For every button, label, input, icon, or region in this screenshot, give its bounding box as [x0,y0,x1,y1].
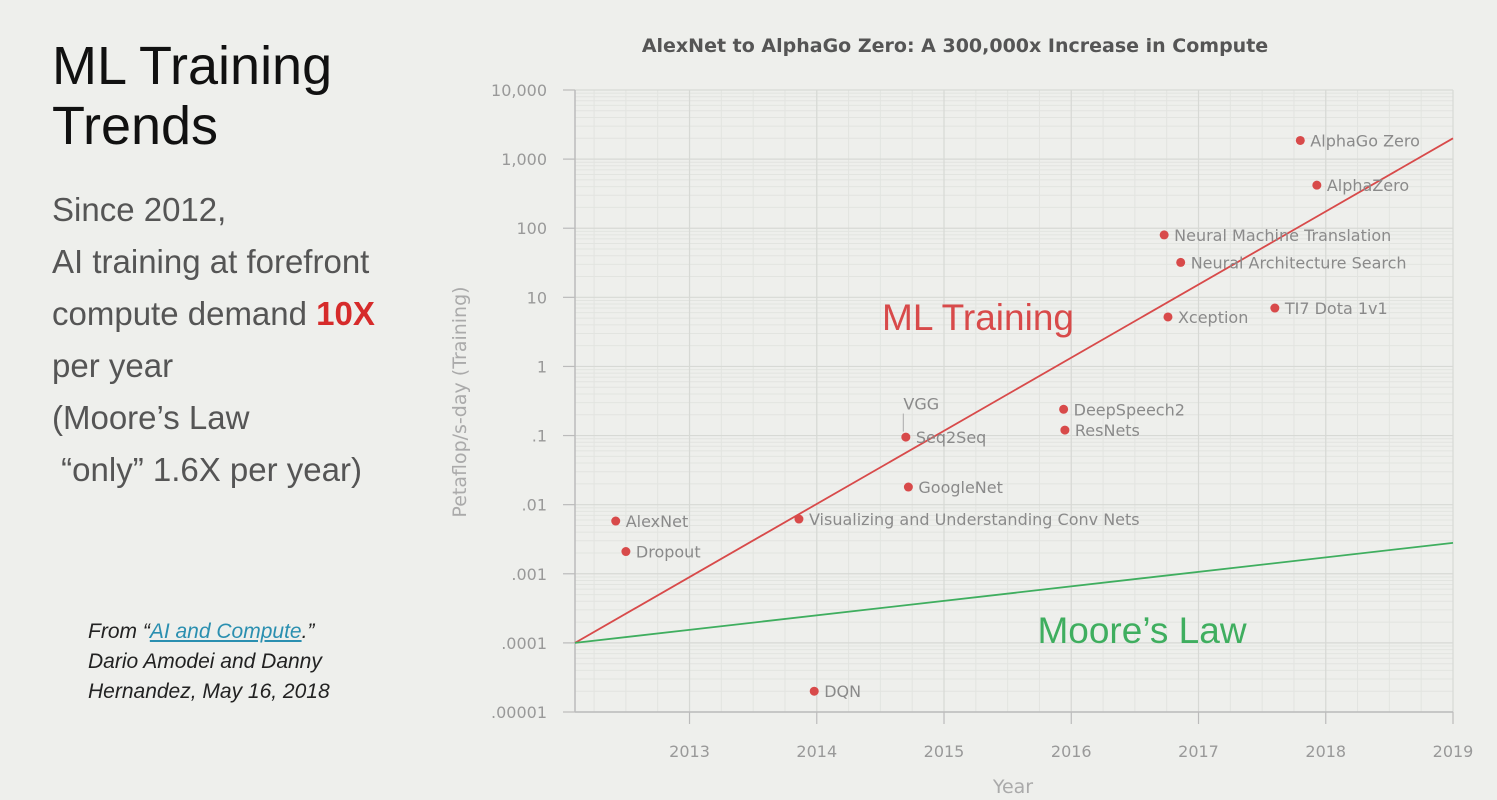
body-line-6: “only” 1.6X per year) [52,451,362,488]
citation-line-1: From “AI and Compute.” [88,617,408,647]
y-tick-label: 1,000 [501,150,547,169]
citation-prefix: From “ [88,620,150,643]
body-line-3-text: compute demand [52,295,317,332]
point-alexnet [611,516,621,526]
x-axis-label: Year [992,776,1033,798]
point-label-seq2seq: Seq2Seq [916,428,987,447]
y-tick-label: 1 [537,357,547,376]
point-dqn [809,686,819,696]
y-axis-label: Petaflop/s-day (Training) [449,286,471,517]
moores-law-trend-label: Moore’s Law [1037,610,1246,651]
x-tick-label: 2017 [1178,742,1219,761]
slide-title-line-2: Trends [52,96,219,156]
y-tick-label: .0001 [501,634,547,653]
slide-body: Since 2012, AI training at forefront com… [52,184,452,496]
point-label-alexnet: AlexNet [626,512,689,531]
moores-law-trend-line [574,541,1454,644]
x-tick-label: 2016 [1051,742,1092,761]
point-label-dropout: Dropout [636,543,701,562]
x-tick-label: 2013 [669,742,710,761]
citation-link[interactable]: AI and Compute [149,620,302,643]
y-tick-label: .001 [511,565,547,584]
citation: From “AI and Compute.” Dario Amodei and … [88,617,408,707]
growth-rate-highlight: 10X [316,295,375,332]
x-tick-label: 2019 [1433,742,1474,761]
body-line-2: AI training at forefront [52,243,370,280]
point-label-alphazero: AlphaZero [1327,176,1409,195]
point-resnets [1060,425,1070,435]
point-dropout [621,547,631,557]
point-visualizing-and-understanding-conv-nets [794,514,804,524]
data-points: AlexNet Dropout DQN Visualizing and Underst… [611,131,1420,701]
point-label-neural-architecture-search: Neural Architecture Search [1191,253,1407,272]
citation-suffix: .” [301,620,315,643]
chart-axes: .00001 .0001 .001 .01 .1 1 10 100 1,000 10,000 201… [491,81,1473,761]
ml-training-trend-line [574,137,1454,644]
point-label-googlenet: GoogleNet [918,478,1003,497]
y-tick-label: 10,000 [491,81,547,100]
x-tick-label: 2018 [1305,742,1346,761]
point-label-deepspeech2: DeepSpeech2 [1074,400,1185,419]
body-line-5: (Moore’s Law [52,399,250,436]
point-neural-machine-translation [1159,230,1169,240]
y-tick-label: 10 [527,288,547,307]
point-seq2seq [901,432,911,442]
point-label-vgg: VGG [903,395,939,414]
x-tick-label: 2015 [924,742,965,761]
point-label-ti7-dota-1v1: TI7 Dota 1v1 [1284,299,1388,318]
citation-line-3: Hernandez, May 16, 2018 [88,680,330,703]
point-googlenet [903,482,913,492]
ml-training-trend-label: ML Training [882,297,1074,338]
point-label-neural-machine-translation: Neural Machine Translation [1174,226,1391,245]
body-line-3: compute demand 10X [52,288,452,340]
point-label-dqn: DQN [824,682,861,701]
y-tick-label: .01 [522,496,547,515]
point-label-resnets: ResNets [1075,421,1140,440]
chart-title: AlexNet to AlphaGo Zero: A 300,000x Incr… [642,35,1268,57]
point-deepspeech2 [1059,404,1069,414]
point-label-visualizing-and-understanding-conv-nets: Visualizing and Understanding Conv Nets [809,510,1140,529]
point-xception [1163,312,1173,322]
y-tick-label: .00001 [491,703,547,722]
x-tick-label: 2014 [796,742,837,761]
citation-line-2: Dario Amodei and Danny [88,650,322,673]
body-line-1: Since 2012, [52,191,227,228]
slide-title-line-1: ML Training [52,36,333,96]
point-alphago-zero [1295,135,1305,145]
point-alphazero [1312,180,1322,190]
slide-title: ML Training Trends [52,36,432,156]
point-neural-architecture-search [1176,257,1186,267]
y-tick-label: 100 [516,219,547,238]
y-tick-label: .1 [532,427,547,446]
point-label-alphago-zero: AlphaGo Zero [1310,131,1420,150]
body-line-4: per year [52,347,174,384]
point-label-xception: Xception [1178,308,1248,327]
chart-grid [575,89,1454,713]
trend-lines [574,137,1454,644]
point-ti7-dota-1v1 [1270,303,1280,313]
